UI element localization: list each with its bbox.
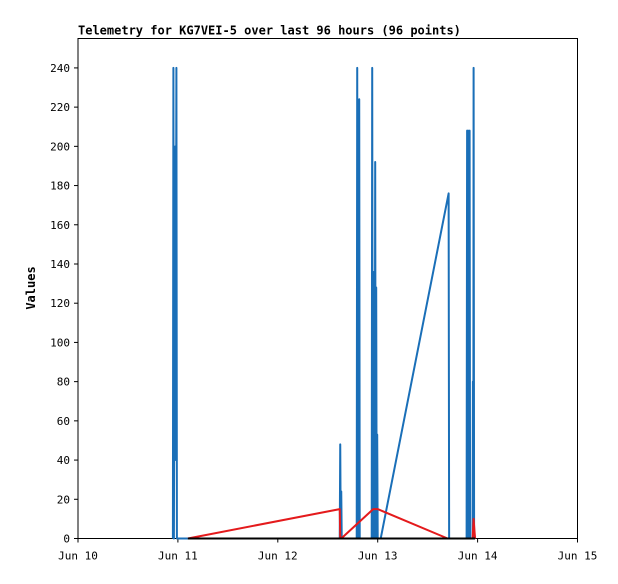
y-tick-label: 60 bbox=[57, 415, 70, 428]
y-axis-label: Values bbox=[24, 266, 38, 309]
y-tick-label: 220 bbox=[50, 101, 70, 114]
y-tick-label: 240 bbox=[50, 62, 70, 75]
y-tick-label: 40 bbox=[57, 454, 70, 467]
series-line-1 bbox=[171, 66, 476, 540]
y-tick-label: 160 bbox=[50, 219, 70, 232]
y-tick-label: 200 bbox=[50, 140, 70, 153]
y-tick-label: 0 bbox=[63, 533, 70, 546]
x-tick-label: Jun 13 bbox=[358, 550, 398, 563]
series-line-2 bbox=[187, 508, 477, 540]
plot-area: 0 20 40 60 80 100 120 140 160 180 200 220 240 Jun 10 J… bbox=[50, 38, 598, 563]
y-tick-label: 120 bbox=[50, 297, 70, 310]
y-tick-label: 140 bbox=[50, 258, 70, 271]
x-tick-label: Jun 11 bbox=[158, 550, 198, 563]
chart-title: Telemetry for KG7VEI-5 over last 96 hour… bbox=[78, 24, 461, 38]
y-tick-label: 20 bbox=[57, 493, 70, 506]
y-tick-label: 80 bbox=[57, 376, 70, 389]
y-tick-label: 100 bbox=[50, 336, 70, 349]
plot-frame bbox=[77, 38, 578, 539]
x-tick-label: Jun 10 bbox=[58, 550, 98, 563]
x-tick-label: Jun 15 bbox=[558, 550, 598, 563]
x-tick-label: Jun 12 bbox=[258, 550, 298, 563]
x-tick-label: Jun 14 bbox=[458, 550, 498, 563]
y-tick-label: 180 bbox=[50, 180, 70, 193]
